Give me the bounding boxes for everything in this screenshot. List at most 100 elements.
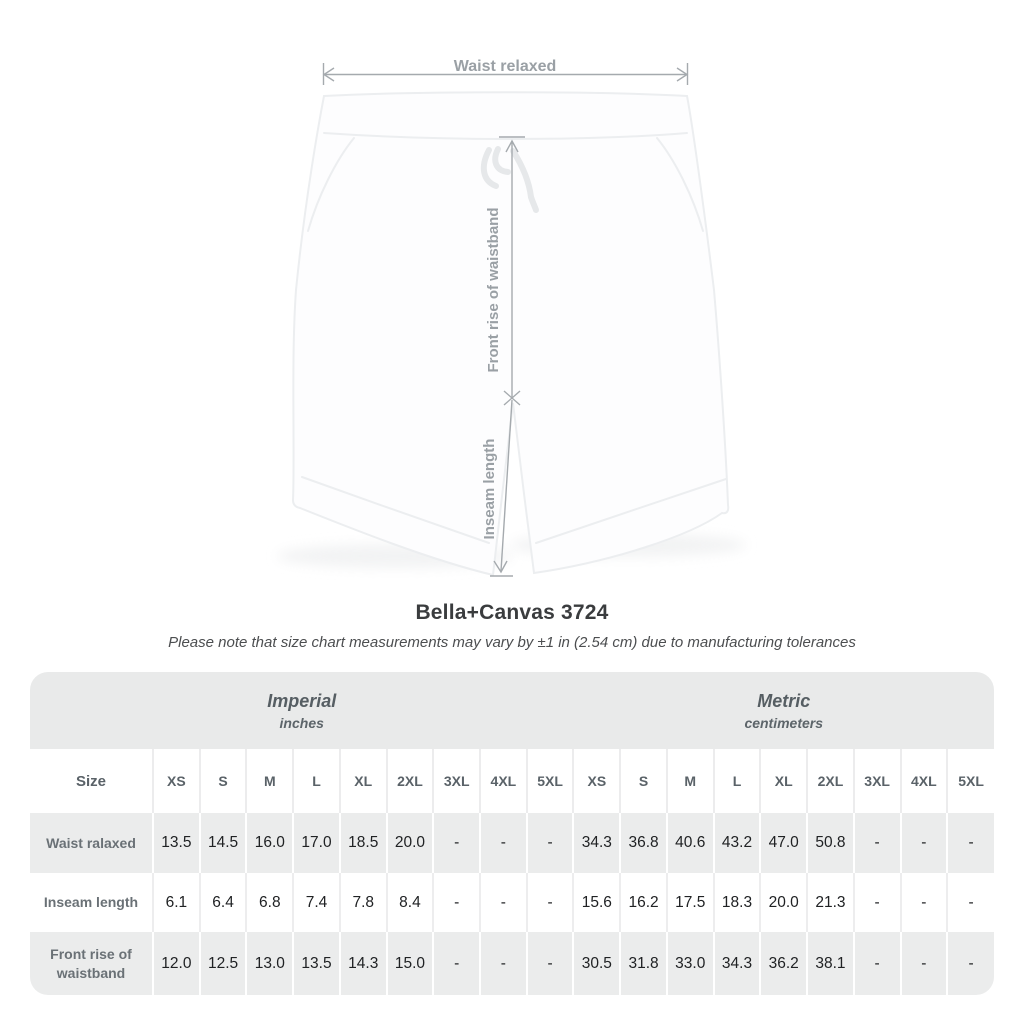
value-imperial-3xl: - [432, 813, 481, 873]
value-metric-xs: 15.6 [572, 873, 621, 932]
right-cuff-seam [535, 478, 727, 544]
value-metric-s: 16.2 [619, 873, 667, 932]
value-imperial-xl: 18.5 [338, 813, 387, 873]
waist-relaxed-label: Waist relaxed [454, 58, 557, 75]
measurement-label: Waist ralaxed [30, 813, 153, 873]
value-metric-m: 33.0 [665, 932, 714, 995]
size-header-metric-4xl: 4XL [899, 749, 948, 813]
size-header-imperial-2xl: 2XL [385, 749, 434, 813]
imperial-sublabel: inches [279, 714, 324, 731]
metric-group-header: Metric centimeters [573, 672, 994, 749]
value-metric-s: 31.8 [619, 932, 667, 995]
value-imperial-m: 13.0 [245, 932, 294, 995]
value-imperial-3xl: - [432, 873, 481, 932]
value-imperial-4xl: - [479, 813, 527, 873]
size-header-imperial-s: S [198, 749, 247, 813]
value-metric-xl: 20.0 [759, 873, 808, 932]
value-imperial-3xl: - [432, 932, 481, 995]
value-imperial-xs: 12.0 [152, 932, 200, 995]
imperial-label: Imperial [267, 690, 337, 711]
value-imperial-l: 17.0 [292, 813, 340, 873]
value-imperial-5xl: - [525, 932, 574, 995]
value-metric-s: 36.8 [619, 813, 667, 873]
waist-measure-arrow: Waist relaxed [322, 58, 689, 85]
value-imperial-2xl: 8.4 [385, 873, 434, 932]
value-metric-xl: 47.0 [759, 813, 808, 873]
size-header-metric-5xl: 5XL [946, 749, 994, 813]
value-imperial-xl: 7.8 [338, 873, 387, 932]
value-metric-3xl: - [852, 932, 901, 995]
left-pocket-seam [307, 137, 355, 232]
size-header-metric-2xl: 2XL [806, 749, 854, 813]
measurement-label: Front rise of waistband [30, 932, 153, 995]
size-header-imperial-m: M [245, 749, 294, 813]
inseam-measure-arrow: Inseam length [481, 399, 513, 577]
value-metric-5xl: - [946, 932, 994, 995]
shorts-diagram: Waist relaxed Front rise of waistband In… [277, 58, 746, 577]
value-imperial-5xl: - [525, 813, 574, 873]
value-imperial-4xl: - [479, 932, 527, 995]
size-header-metric-s: S [619, 749, 667, 813]
metric-label: Metric [757, 690, 811, 711]
value-metric-3xl: - [852, 813, 901, 873]
size-header-metric-xs: XS [572, 749, 621, 813]
value-imperial-xl: 14.3 [338, 932, 387, 995]
value-metric-xl: 36.2 [759, 932, 808, 995]
product-title: Bella+Canvas 3724 [415, 601, 609, 624]
value-imperial-5xl: - [525, 873, 574, 932]
inseam-length-label: Inseam length [481, 439, 498, 540]
value-imperial-m: 6.8 [245, 873, 294, 932]
value-metric-2xl: 21.3 [806, 873, 854, 932]
value-imperial-4xl: - [479, 873, 527, 932]
size-header-imperial-3xl: 3XL [432, 749, 481, 813]
metric-sublabel: centimeters [744, 714, 824, 731]
measurement-row: Inseam length 6.1 6.4 6.8 7.4 7.8 8.4- - -15.6 16… [30, 873, 994, 932]
value-imperial-2xl: 15.0 [385, 932, 434, 995]
value-metric-m: 40.6 [665, 813, 714, 873]
value-imperial-2xl: 20.0 [385, 813, 434, 873]
size-chart-table: Imperial inches Metric centimeters Size … [30, 672, 994, 995]
size-header-metric-m: M [665, 749, 714, 813]
size-header-imperial-xl: XL [338, 749, 387, 813]
value-metric-4xl: - [899, 932, 948, 995]
size-column-header: Size [30, 749, 153, 813]
right-pocket-seam [656, 137, 704, 232]
value-metric-4xl: - [899, 813, 948, 873]
size-header-imperial-5xl: 5XL [525, 749, 574, 813]
size-header-metric-xl: XL [759, 749, 808, 813]
size-header-imperial-l: L [292, 749, 340, 813]
value-imperial-xs: 13.5 [152, 813, 200, 873]
size-header-metric-3xl: 3XL [852, 749, 901, 813]
measurement-row: Waist ralaxed 13.5 14.5 16.0 17.0 18.5 20.0- - -… [30, 813, 994, 873]
waistband-seam [323, 132, 688, 140]
value-imperial-l: 7.4 [292, 873, 340, 932]
value-metric-m: 17.5 [665, 873, 714, 932]
value-metric-2xl: 50.8 [806, 813, 854, 873]
value-metric-xs: 34.3 [572, 813, 621, 873]
value-metric-5xl: - [946, 873, 994, 932]
value-imperial-s: 6.4 [198, 873, 247, 932]
size-table: Imperial inches Metric centimeters Size … [30, 672, 994, 995]
value-metric-3xl: - [852, 873, 901, 932]
imperial-group-header: Imperial inches [30, 672, 574, 749]
front-rise-measure-arrow: Front rise of waistband [485, 136, 525, 406]
value-imperial-xs: 6.1 [152, 873, 200, 932]
measurement-row: Front rise of waistband 12.0 12.5 13.0 13.5 1… [30, 932, 994, 995]
value-metric-l: 34.3 [712, 932, 761, 995]
unit-group-row: Imperial inches Metric centimeters [30, 672, 994, 749]
measurement-label: Inseam length [30, 873, 153, 932]
value-imperial-s: 12.5 [198, 932, 247, 995]
shorts-outline [291, 91, 730, 577]
size-header-imperial-xs: XS [152, 749, 200, 813]
size-header-imperial-4xl: 4XL [479, 749, 527, 813]
value-metric-l: 18.3 [712, 873, 761, 932]
tolerance-note: Please note that size chart measurements… [168, 634, 856, 651]
value-metric-4xl: - [899, 873, 948, 932]
left-cuff-seam [301, 476, 490, 544]
size-header-metric-l: L [712, 749, 761, 813]
value-imperial-l: 13.5 [292, 932, 340, 995]
drawstring [480, 146, 539, 213]
value-imperial-m: 16.0 [245, 813, 294, 873]
value-metric-xs: 30.5 [572, 932, 621, 995]
value-metric-2xl: 38.1 [806, 932, 854, 995]
